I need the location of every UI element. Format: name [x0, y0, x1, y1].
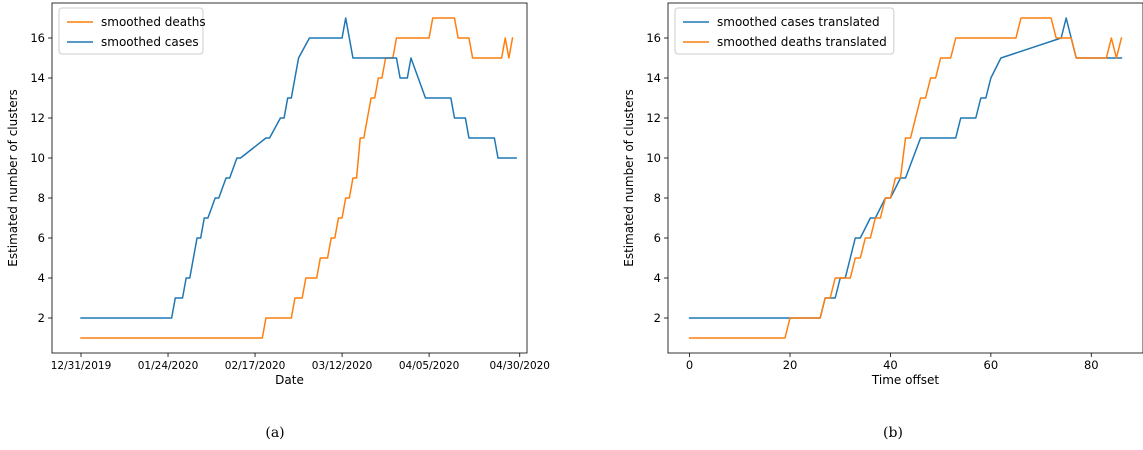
y-tick-label: 4 [38, 271, 45, 285]
y-tick-label: 16 [646, 31, 661, 45]
x-tick-label: 12/31/2019 [51, 360, 112, 372]
legend-label: smoothed deaths [101, 15, 206, 29]
y-axis-label: Estimated number of clusters [622, 89, 636, 267]
x-tick-label: 80 [1084, 358, 1099, 372]
y-tick-label: 8 [654, 191, 661, 205]
legend-label: smoothed cases translated [717, 15, 880, 29]
series-line-smoothed-cases [80, 17, 517, 319]
y-tick-label: 6 [654, 231, 661, 245]
x-axis-label: Date [275, 373, 304, 387]
x-tick-label: 02/17/2020 [225, 360, 286, 372]
y-tick-label: 10 [646, 151, 661, 165]
legend: smoothed cases translated smoothed deaths… [674, 7, 895, 55]
x-tick-label: 04/30/2020 [489, 360, 550, 372]
y-tick-label: 16 [30, 31, 45, 45]
legend-label: smoothed deaths translated [717, 35, 887, 49]
x-tick-label: 20 [783, 358, 798, 372]
chart-panel-a: 12/31/2019 01/24/2020 02/17/2020 03/12/2020… [6, 2, 550, 441]
plot-frame [51, 2, 528, 354]
y-tick-label: 12 [646, 111, 661, 125]
legend-label: smoothed cases [101, 35, 199, 49]
x-tick-label: 60 [984, 358, 999, 372]
y-tick-label: 6 [38, 231, 45, 245]
y-tick-label: 14 [646, 71, 661, 85]
x-axis-label: Time offset [871, 373, 939, 387]
x-tick-label: 03/12/2020 [312, 360, 373, 372]
series-line-smoothed-deaths [80, 17, 514, 339]
legend-box [674, 7, 895, 55]
series-line-smoothed-cases-translated [688, 17, 1123, 319]
chart-panel-b: 0 20 40 60 80 2 4 6 8 10 12 14 16 Time offset Estimate… [622, 2, 1143, 441]
x-tick-label: 04/05/2020 [399, 360, 460, 372]
y-tick-label: 2 [654, 311, 661, 325]
y-tick-label: 2 [38, 311, 45, 325]
y-tick-label: 10 [30, 151, 45, 165]
legend: smoothed deaths smoothed cases [58, 7, 206, 55]
legend-box [58, 7, 204, 55]
x-tick-label: 40 [883, 358, 898, 372]
y-tick-label: 4 [654, 271, 661, 285]
y-axis-label: Estimated number of clusters [6, 89, 20, 267]
x-tick-label: 0 [686, 358, 693, 372]
panel-caption: (b) [883, 425, 903, 441]
x-tick-label: 01/24/2020 [138, 360, 199, 372]
plot-frame [667, 2, 1143, 354]
y-tick-label: 12 [30, 111, 45, 125]
series-line-smoothed-deaths-translated [688, 17, 1123, 339]
panel-caption: (a) [265, 425, 284, 441]
y-tick-label: 14 [30, 71, 45, 85]
y-tick-label: 8 [38, 191, 45, 205]
